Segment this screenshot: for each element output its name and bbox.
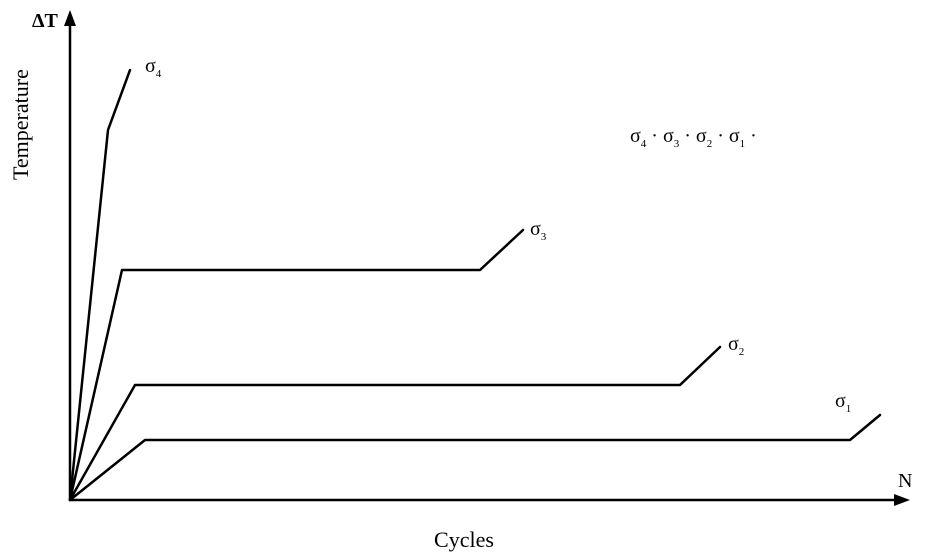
sigma3-label: σ3 [530,218,546,243]
y-axis-arrow [64,10,76,26]
sigma4-label: σ4 [145,55,161,80]
diagram-root: Temperature Cycles ΔT N σ4 σ3 σ2 σ1 σ4 ·… [0,0,928,559]
y-axis-symbol: ΔT [32,10,58,33]
curve-sigma4 [70,70,130,500]
ordering-note: σ4 · σ3 · σ2 · σ1 · [630,125,757,150]
plot-svg [0,0,928,559]
x-axis-symbol: N [898,470,912,493]
curve-sigma1 [70,415,880,500]
x-axis-title: Cycles [0,527,928,553]
x-axis-arrow [894,494,910,506]
curve-sigma2 [70,347,720,500]
curve-sigma3 [70,230,523,500]
y-axis-title: Temperature [8,69,34,180]
sigma1-label: σ1 [835,390,851,415]
sigma2-label: σ2 [728,333,744,358]
